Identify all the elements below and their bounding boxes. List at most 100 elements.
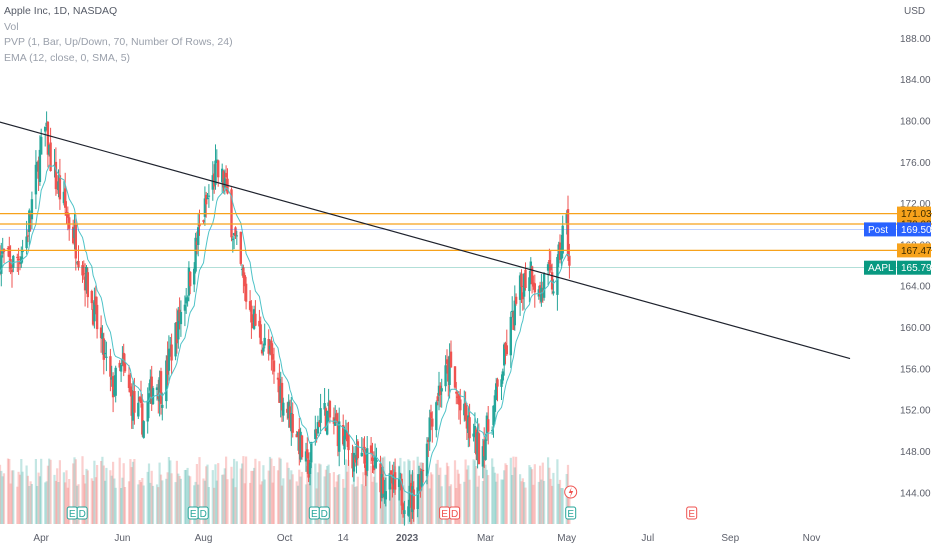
volume-bar bbox=[206, 464, 209, 524]
volume-bar bbox=[549, 478, 552, 524]
volume-bar bbox=[230, 466, 233, 524]
candle bbox=[123, 353, 127, 373]
time-tick-label: 14 bbox=[338, 533, 350, 544]
price-tag-value: 165.79 bbox=[901, 263, 932, 274]
candle bbox=[528, 270, 531, 303]
candle bbox=[306, 437, 309, 474]
volume-bar bbox=[202, 478, 205, 524]
volume-bar bbox=[347, 460, 350, 524]
candle bbox=[252, 305, 256, 331]
volume-bar bbox=[523, 482, 526, 524]
volume-bar bbox=[448, 486, 451, 524]
symbol-title[interactable]: Apple Inc, 1D, NASDAQ bbox=[4, 5, 118, 17]
candle bbox=[473, 412, 477, 453]
price-tag-value: 171.03 bbox=[901, 209, 932, 220]
candle bbox=[457, 391, 461, 420]
candle bbox=[356, 439, 359, 466]
candle bbox=[288, 399, 292, 429]
candle bbox=[403, 500, 406, 526]
post-price-tag: 169.50 Post bbox=[864, 222, 932, 237]
volume-bar bbox=[56, 468, 59, 524]
volume-bar bbox=[165, 478, 168, 524]
candle bbox=[38, 135, 42, 186]
time-tick-label: Mar bbox=[477, 533, 495, 544]
volume-bar bbox=[250, 470, 253, 524]
volume-bar bbox=[183, 470, 186, 524]
volume-bar bbox=[529, 467, 532, 524]
price-tick-label: 176.00 bbox=[900, 158, 931, 169]
volume-bar bbox=[259, 484, 262, 524]
candle bbox=[267, 329, 270, 361]
volume-bar bbox=[64, 482, 67, 524]
candle bbox=[296, 431, 300, 451]
volume-bar bbox=[195, 464, 198, 524]
time-tick-label: Jul bbox=[641, 533, 654, 544]
candle bbox=[464, 391, 467, 422]
candle bbox=[453, 366, 457, 390]
candle bbox=[48, 144, 51, 157]
candle bbox=[326, 410, 329, 436]
volume-bar bbox=[68, 479, 71, 524]
candle bbox=[279, 371, 282, 418]
volume-bar bbox=[243, 483, 246, 524]
price-axis[interactable]: USD188.00184.00180.00176.00172.00168.001… bbox=[864, 6, 932, 499]
candle bbox=[179, 300, 183, 337]
candle bbox=[73, 213, 76, 250]
volume-bar bbox=[0, 464, 2, 524]
candle bbox=[141, 394, 144, 437]
volume-bar bbox=[363, 485, 366, 524]
candle bbox=[56, 175, 59, 194]
candle bbox=[540, 273, 543, 307]
pvp-indicator-label[interactable]: PVP (1, Bar, Up/Down, 70, Number Of Rows… bbox=[4, 36, 233, 48]
time-tick-label: Oct bbox=[277, 533, 293, 544]
volume-bar bbox=[102, 465, 105, 524]
ema-indicator-label[interactable]: EMA (12, close, 0, SMA, 5) bbox=[4, 51, 131, 64]
candle bbox=[29, 213, 32, 232]
dividend-marker: D bbox=[76, 506, 88, 520]
candle bbox=[449, 340, 453, 368]
candle bbox=[379, 455, 382, 509]
candle bbox=[383, 479, 386, 504]
candle bbox=[175, 308, 179, 354]
volume-bar bbox=[298, 469, 301, 524]
volume-bar bbox=[207, 487, 210, 524]
candle bbox=[467, 407, 470, 448]
candle bbox=[533, 274, 536, 308]
volume-bar bbox=[112, 461, 115, 524]
volume-bar bbox=[295, 481, 298, 524]
volume-bar bbox=[456, 469, 459, 524]
candle bbox=[183, 295, 187, 327]
time-tick-label: Apr bbox=[33, 533, 49, 544]
volume-bar bbox=[105, 467, 108, 524]
time-axis[interactable]: Apr Jun Aug Oct 14 2023 Mar May Jul Sep Nov bbox=[33, 533, 820, 544]
candle bbox=[511, 296, 514, 318]
candle bbox=[159, 367, 163, 415]
volume-bar bbox=[120, 488, 123, 524]
candle bbox=[130, 383, 133, 429]
candle bbox=[416, 474, 419, 518]
candle bbox=[532, 275, 535, 290]
volume-bar bbox=[198, 457, 201, 524]
volume-bar bbox=[485, 469, 488, 524]
candle bbox=[436, 392, 439, 406]
earnings-marker: E bbox=[686, 506, 698, 520]
volume-bar bbox=[354, 486, 357, 524]
candle bbox=[328, 399, 332, 424]
volume-indicator-label[interactable]: Vol bbox=[4, 20, 19, 33]
volume-bar bbox=[197, 484, 200, 524]
candle bbox=[193, 262, 196, 293]
candle bbox=[397, 466, 401, 501]
candle bbox=[393, 458, 397, 495]
volume-bar bbox=[217, 463, 220, 524]
candle bbox=[222, 170, 225, 194]
candle bbox=[93, 287, 96, 329]
time-tick-label: Aug bbox=[195, 533, 213, 544]
candle bbox=[512, 310, 515, 331]
volume-bar bbox=[151, 485, 155, 524]
candle bbox=[484, 433, 487, 461]
candle bbox=[68, 213, 71, 241]
volume-bar bbox=[394, 466, 397, 524]
volume-bar bbox=[483, 458, 486, 524]
volume-bar bbox=[141, 478, 144, 524]
